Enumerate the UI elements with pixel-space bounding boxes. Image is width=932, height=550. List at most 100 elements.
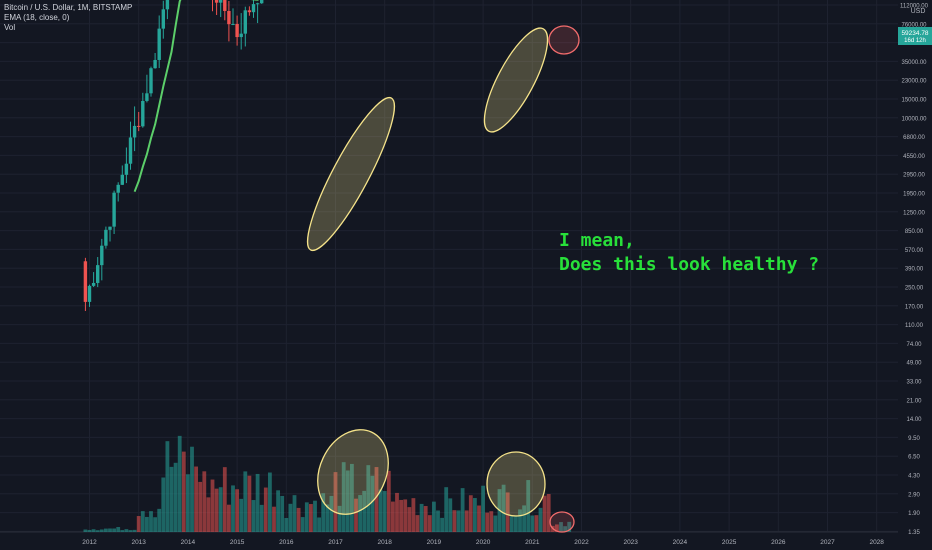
volume-indicator-label: Vol	[4, 23, 16, 32]
candle-body	[231, 23, 235, 25]
volume-bar	[386, 470, 391, 532]
volume-bar	[518, 509, 522, 532]
volume-bar	[173, 462, 178, 532]
y-tick-label: 1.90	[908, 511, 920, 517]
x-tick-label: 2024	[673, 539, 688, 546]
candle-body	[124, 163, 129, 175]
volume-bar	[514, 515, 518, 532]
candle-body	[157, 28, 161, 60]
volume-bar	[481, 485, 485, 532]
highlight-ellipses	[306, 25, 580, 533]
volume-bar	[493, 515, 498, 532]
volume-bar	[321, 493, 326, 532]
candle-body	[247, 10, 252, 13]
price-candles	[83, 0, 264, 312]
x-tick-label: 2018	[377, 539, 392, 546]
volume-ellipse-2021	[486, 451, 546, 517]
candle-body	[91, 282, 96, 286]
volume-bar	[468, 495, 473, 532]
volume-bar	[534, 515, 539, 532]
volume-bar	[333, 472, 338, 532]
volume-bar	[444, 487, 449, 532]
volume-bar	[341, 462, 346, 532]
y-tick-label: 23000.00	[901, 79, 927, 85]
candle-body	[100, 245, 104, 266]
time-axis[interactable]: 2012 2013 2014 2015 2016 2017 2018 2019 2020 2021…	[82, 539, 884, 546]
volume-bar	[108, 528, 112, 532]
volume-bar	[280, 495, 285, 532]
y-tick-label: 1250.00	[903, 210, 925, 216]
candle-body	[128, 137, 133, 164]
y-tick-label: 110.00	[905, 323, 924, 329]
volume-bar	[427, 515, 432, 532]
volume-bar	[464, 510, 469, 532]
y-tick-label: 2.90	[908, 492, 920, 498]
volume-bar	[555, 524, 559, 532]
volume-bar	[440, 517, 444, 532]
candle-body	[116, 184, 120, 193]
volume-bar	[91, 529, 96, 532]
candle-body	[223, 0, 227, 11]
volume-bar	[382, 491, 387, 532]
price-ellipse-2021	[483, 27, 549, 133]
candle-body	[239, 33, 243, 38]
volume-bar	[255, 473, 260, 532]
volume-bar	[423, 506, 428, 532]
price-axis[interactable]: USD 112000.0076000.0052000.0035000.00230…	[898, 4, 932, 536]
volume-bar	[378, 489, 383, 532]
volume-bar	[140, 511, 145, 532]
volume-bar	[247, 475, 252, 532]
y-tick-label: 4550.00	[903, 154, 925, 160]
vertical-gridlines	[0, 0, 898, 533]
volume-bar	[259, 504, 264, 532]
y-tick-label: 35000.00	[901, 60, 927, 66]
volume-bar	[456, 510, 461, 532]
candle-body	[165, 0, 170, 10]
volume-bar	[87, 529, 92, 532]
volume-bar	[370, 475, 375, 532]
volume-bar	[284, 517, 289, 532]
volume-bar	[186, 474, 190, 532]
volume-bar	[206, 497, 211, 532]
x-tick-label: 2012	[82, 539, 97, 546]
y-tick-label: 9.50	[908, 436, 920, 442]
y-tick-label: 112000.00	[900, 4, 929, 10]
candle-body	[141, 100, 145, 127]
volume-bar	[190, 446, 194, 532]
candle-body	[87, 285, 92, 302]
volume-bar	[120, 530, 125, 532]
candle-body	[132, 125, 137, 138]
volume-bars	[83, 435, 572, 532]
y-tick-label: 1.35	[908, 530, 920, 536]
volume-bar	[567, 521, 572, 532]
y-tick-label: 33.00	[906, 380, 922, 386]
volume-bar	[222, 467, 227, 532]
candle-body	[120, 174, 124, 185]
volume-bar	[563, 526, 567, 532]
annotation-line-2: Does this look healthy ?	[559, 254, 819, 275]
candle-body	[96, 265, 100, 283]
volume-bar	[432, 501, 436, 532]
y-tick-label: 390.00	[905, 267, 924, 273]
volume-bar	[251, 500, 256, 532]
volume-bar	[165, 441, 170, 532]
volume-bar	[313, 500, 317, 532]
volume-bar	[198, 481, 203, 532]
y-tick-label: 15000.00	[901, 98, 927, 104]
volume-bar	[489, 511, 494, 532]
volume-bar	[530, 515, 535, 532]
volume-bar	[95, 530, 100, 532]
x-tick-label: 2016	[279, 539, 294, 546]
y-tick-label: 6.50	[908, 455, 920, 461]
y-tick-label: 21.00	[906, 398, 922, 404]
volume-bar	[112, 528, 116, 532]
volume-bar	[505, 492, 510, 532]
volume-bar	[210, 479, 215, 532]
volume-bar	[145, 516, 149, 532]
candle-body	[227, 10, 231, 25]
volume-bar	[149, 511, 153, 532]
y-tick-label: 570.00	[905, 248, 924, 254]
y-tick-label: 74.00	[906, 342, 922, 348]
volume-bar	[403, 499, 408, 532]
